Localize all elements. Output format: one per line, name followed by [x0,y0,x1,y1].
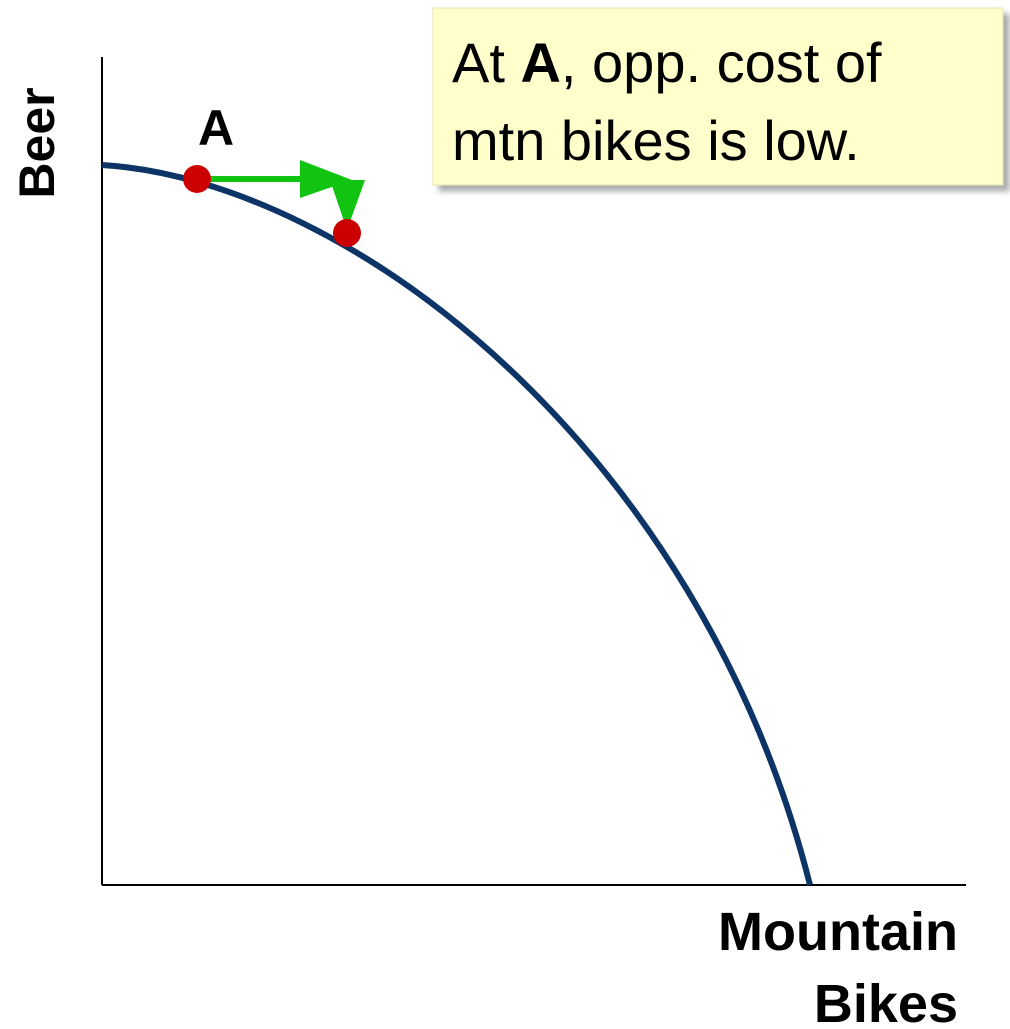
callout-segment: mtn bikes is low. [452,109,860,172]
ppf-curve [101,162,813,886]
point-a [183,165,211,193]
callout-segment: A [520,31,560,94]
callout-text: At A, opp. cost of mtn bikes is low. [452,31,882,172]
callout-segment: At [452,31,520,94]
x-axis-label: Mountain [718,902,958,962]
arrow-head [300,160,352,198]
point-b [333,219,361,247]
callout-box [432,7,1004,186]
callout-segment: , opp. cost of [561,31,882,94]
y-axis-label: Beer [9,87,65,198]
x-axis-label: Bikes [814,974,958,1029]
point-label: A [198,100,234,156]
callout-line: mtn bikes is low. [452,109,860,172]
callout-line: At A, opp. cost of [452,31,882,94]
arrow-head [330,180,365,230]
